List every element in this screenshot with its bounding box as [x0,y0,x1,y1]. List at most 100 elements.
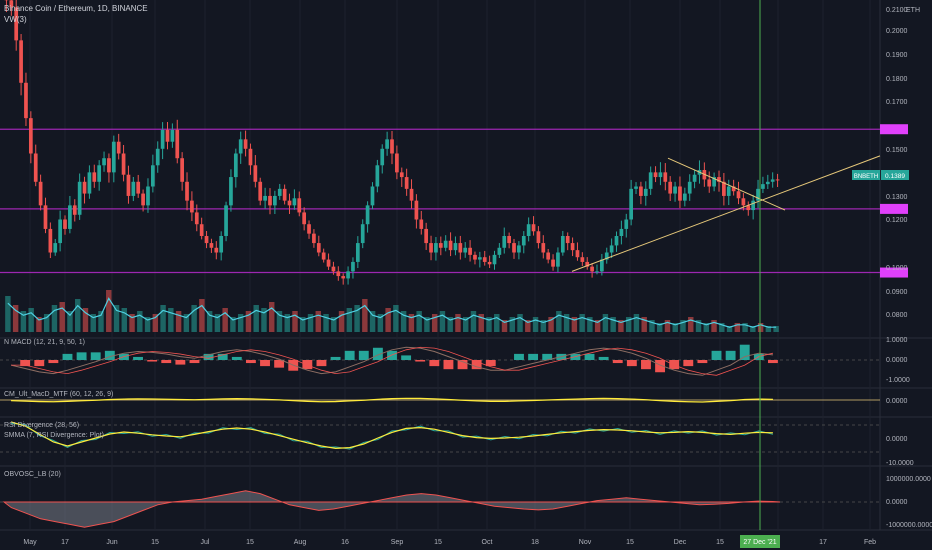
candle-body [229,177,233,206]
volume-ma-line [7,297,777,328]
volume-bar [664,320,671,332]
volume-bar [300,317,306,332]
candle-body [160,129,165,149]
candle-body [502,236,507,248]
macd-histogram-bar [316,360,327,367]
candle-body [604,252,609,260]
volume-bar [400,311,407,332]
macd-histogram-bar [90,352,101,360]
time-axis-label: Sep [391,539,404,546]
volume-bar [5,296,11,332]
volume-bar [152,314,159,332]
candle-body [121,153,126,175]
macd-signal-line [11,346,774,376]
volume-bar [439,311,446,332]
candle-body [238,139,243,154]
candle-body [68,205,72,229]
candle-body [512,243,516,253]
volume-bar [672,323,678,332]
macd-histogram-bar [175,360,186,365]
last-price-text: 0.1389 [885,173,905,180]
time-axis-label: Oct [482,539,493,546]
volume-bar [369,311,376,332]
candle-body [609,245,614,253]
volume-bar [649,320,655,332]
volume-bar [362,299,368,332]
volume-bar [36,317,42,332]
candle-body [107,158,111,173]
volume-bar [292,311,298,332]
volume-bar [478,314,484,332]
candle-body [199,224,204,236]
volume-bar [641,317,647,332]
volume-bar [206,311,213,332]
volume-bar [75,299,81,332]
macd-histogram-bar [528,353,539,360]
candle-body [507,236,511,244]
volume-bar [517,314,523,332]
candle-body [477,257,482,260]
candle-body [707,179,712,187]
candle-body [429,243,433,253]
volume-bar [773,326,779,332]
rsi-line [11,423,774,450]
macd-histogram-bar [274,360,285,368]
candle-body [111,141,116,173]
candle-body [316,243,321,253]
candle-body [580,257,585,262]
candle-body [282,188,287,201]
candle-body [277,188,282,196]
candle-body [643,188,648,196]
candle-body [731,186,736,192]
candle-body [453,243,458,251]
obv-tick-label: 1000000.0000 [886,476,931,483]
mtf-title: CM_Ult_MacD_MTF (60, 12, 26, 9) [4,391,114,398]
candle-body [595,271,599,273]
macd-histogram-bar [485,360,496,367]
candle-body [72,205,77,215]
candle-body [726,186,731,196]
macd-histogram-bar [20,360,31,367]
volume-bar [416,311,422,332]
time-axis-label: Feb [864,539,876,546]
candle-body [741,198,746,206]
candle-body [380,148,385,166]
candle-body [58,219,62,244]
volume-bar [610,317,616,332]
volume-bar [183,314,190,332]
candle-body [126,174,131,196]
candle-body [331,266,336,272]
volume-bar [82,308,89,332]
volume-bar [129,314,135,332]
candle-body [312,233,316,244]
volume-bar [695,320,702,332]
macd-histogram-bar [612,360,623,364]
price-tick-label: 0.1300 [886,194,908,201]
trendline-ascending [571,155,881,272]
volume-bar [602,314,609,332]
candle-body [19,40,23,83]
candle-body [434,243,438,253]
candle-body [497,247,502,255]
volume-bar [455,314,461,332]
candle-body [409,188,414,201]
candle-body [395,153,399,173]
price-tick-label: 0.0800 [886,312,908,319]
candle-body [131,181,136,196]
macd-line [10,346,774,376]
macd-histogram-bar [302,360,313,370]
time-axis-label: 18 [531,539,539,546]
volume-bar [67,311,73,332]
time-axis-label: 15 [626,539,634,546]
candle-body [678,186,682,201]
macd-tick-label: -1.0000 [886,377,910,384]
volume-bar [657,323,663,332]
obv-area [2,490,781,528]
symbol-title: Binance Coin / Ethereum, 1D, BINANCE [4,4,148,13]
volume-bar [214,314,221,332]
candle-body [648,172,653,189]
candle-body [492,254,497,265]
candle-body [663,172,668,182]
candle-body [526,224,531,236]
